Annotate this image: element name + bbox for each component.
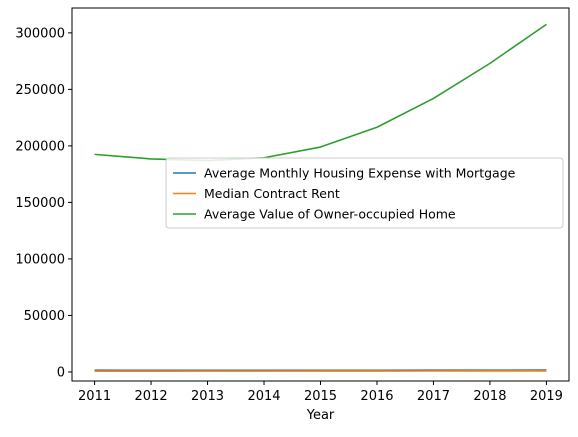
y-tick-label: 100000	[15, 252, 65, 267]
series-line-3	[95, 24, 547, 160]
x-tick-label: 2014	[247, 389, 280, 404]
legend: Average Monthly Housing Expense with Mor…	[166, 158, 563, 228]
y-tick-label: 150000	[15, 196, 65, 211]
x-axis: 2011 2012 2013 2014 2015 2016 2017 2018 2019	[78, 381, 563, 404]
y-tick-label: 250000	[15, 83, 65, 98]
x-axis-label: Year	[306, 408, 335, 423]
y-axis: 0 50000 100000 150000 200000 250000 300000	[15, 26, 72, 380]
x-tick-label: 2012	[135, 389, 168, 404]
legend-label: Median Contract Rent	[204, 186, 340, 201]
y-tick-label: 300000	[15, 26, 65, 41]
y-tick-label: 200000	[15, 139, 65, 154]
x-tick-label: 2011	[78, 389, 111, 404]
x-tick-label: 2016	[360, 389, 393, 404]
x-tick-label: 2017	[417, 389, 450, 404]
legend-label: Average Value of Owner-occupied Home	[204, 207, 456, 222]
legend-label: Average Monthly Housing Expense with Mor…	[204, 166, 516, 181]
x-tick-label: 2015	[304, 389, 337, 404]
x-tick-label: 2019	[530, 389, 563, 404]
y-tick-label: 0	[57, 365, 65, 380]
y-tick-label: 50000	[24, 309, 65, 324]
x-tick-label: 2018	[473, 389, 506, 404]
x-tick-label: 2013	[191, 389, 224, 404]
